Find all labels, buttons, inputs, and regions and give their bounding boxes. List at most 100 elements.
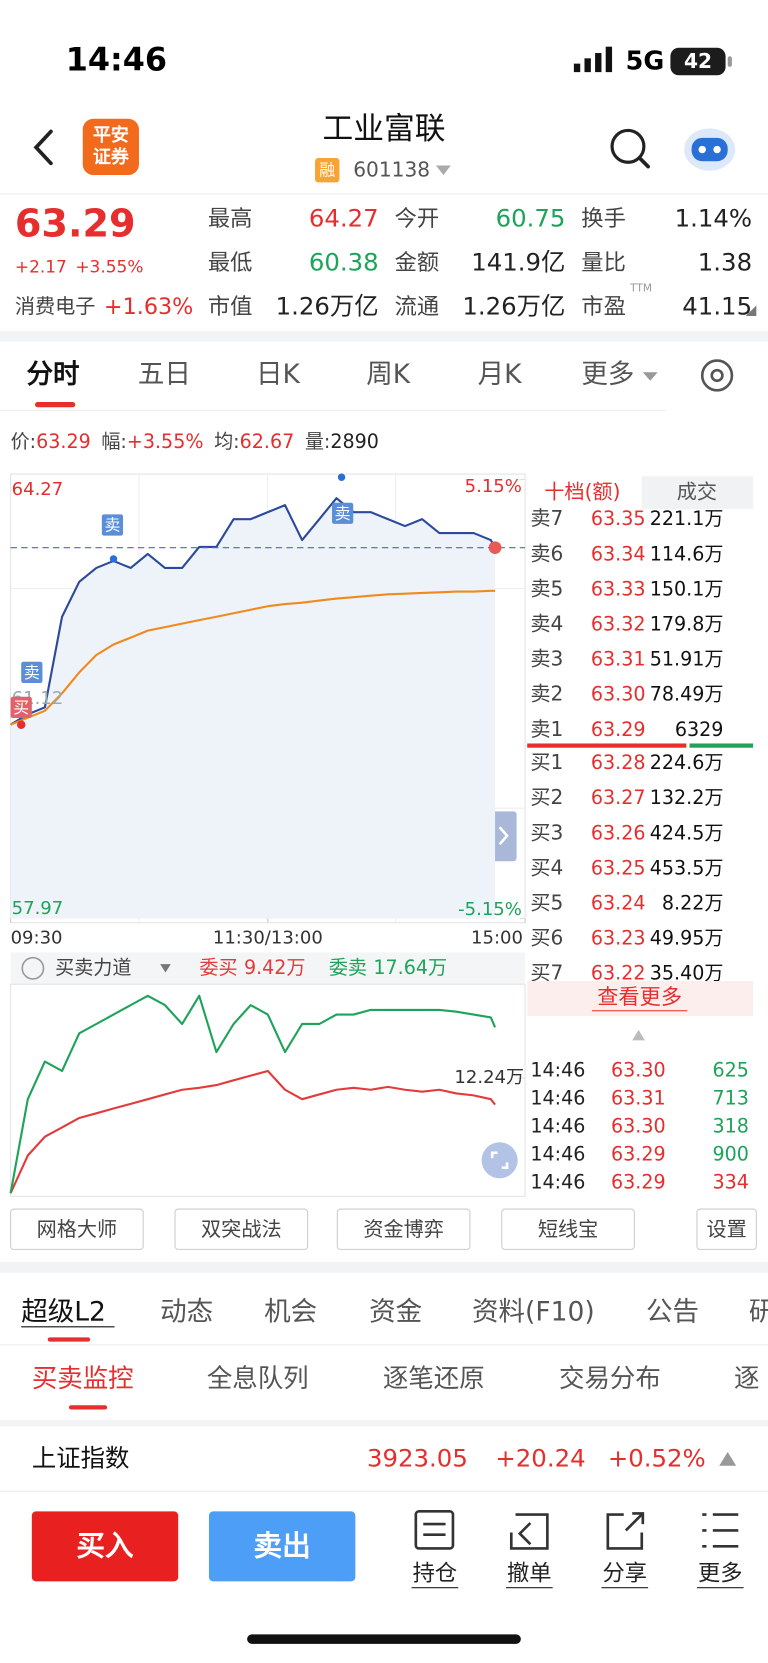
action-label[interactable]: 更多: [698, 1560, 743, 1586]
settings-icon[interactable]: [700, 359, 734, 392]
assistant-icon[interactable]: [684, 128, 736, 171]
level-label: 买2: [530, 785, 563, 809]
battery-level: 42: [684, 49, 712, 73]
sub-tab[interactable]: 逐笔还原: [383, 1364, 485, 1394]
tool-label[interactable]: 资金博弈: [363, 1217, 444, 1241]
annotation: 卖: [104, 516, 120, 535]
signal-bar: [584, 58, 591, 73]
detail-tab[interactable]: 动态: [160, 1297, 213, 1328]
expand-index[interactable]: [719, 1451, 737, 1466]
tool-button[interactable]: [501, 1208, 635, 1250]
sector: 消费电子: [15, 294, 96, 318]
back-button[interactable]: [33, 129, 53, 166]
period-tab[interactable]: 更多: [581, 359, 634, 390]
level-volume: 424.5万: [650, 821, 724, 844]
period-tab[interactable]: 日K: [256, 359, 301, 390]
stat-label: 流通: [395, 294, 440, 320]
series-line: [10, 497, 496, 726]
active-tab-indicator: [68, 1405, 108, 1410]
sell-label[interactable]: 卖出: [254, 1528, 311, 1562]
tool-button[interactable]: [174, 1208, 309, 1250]
sell-button[interactable]: [208, 1511, 356, 1582]
tool-label[interactable]: 短线宝: [538, 1217, 598, 1241]
period-tab[interactable]: 分时: [27, 359, 80, 390]
tool-button[interactable]: [10, 1208, 144, 1250]
indicator-dropdown: [160, 964, 171, 973]
share-icon[interactable]: [606, 1512, 645, 1550]
cancel-icon[interactable]: [509, 1513, 549, 1550]
period-tab[interactable]: 周K: [366, 359, 411, 390]
orderbook-tab[interactable]: [641, 476, 754, 510]
period-tab[interactable]: 五日: [138, 359, 191, 390]
stat-value: 1.26万亿: [462, 292, 565, 321]
more-link[interactable]: 查看更多: [597, 985, 682, 1010]
period-tab[interactable]: 月K: [478, 359, 523, 390]
detail-tab[interactable]: 公告: [646, 1297, 699, 1328]
trade-time: 14:46: [530, 1059, 585, 1082]
series-line: [9, 1069, 496, 1194]
home-indicator: [247, 1634, 521, 1644]
search-icon[interactable]: [610, 128, 646, 164]
expand-side-button[interactable]: [490, 811, 517, 862]
trade-price: 63.31: [611, 1087, 666, 1110]
level-price: 63.32: [591, 613, 646, 636]
stat-label: 金额: [395, 250, 440, 276]
tool-button[interactable]: [696, 1208, 757, 1250]
action-label[interactable]: 持仓: [413, 1560, 458, 1586]
info-label: 价:: [11, 430, 37, 453]
buy-label[interactable]: 买入: [76, 1528, 134, 1562]
level-label: 卖5: [530, 576, 563, 600]
level-label: 卖7: [530, 506, 563, 530]
orderbook-tab-active[interactable]: [527, 476, 642, 510]
logo-text: 证券: [93, 146, 130, 168]
action-label[interactable]: 分享: [603, 1560, 648, 1586]
detail-tab[interactable]: 机会: [264, 1297, 317, 1328]
x-tick-label: 15:00: [471, 928, 523, 949]
change-pct: +3.55%: [75, 257, 143, 277]
tool-label[interactable]: 双突战法: [201, 1217, 282, 1241]
collapse-arrow[interactable]: [632, 1029, 645, 1041]
trade-time: 14:46: [530, 1114, 585, 1137]
stat-label: 换手: [581, 206, 626, 232]
dropdown-arrow[interactable]: [435, 165, 451, 175]
tool-button[interactable]: [336, 1208, 471, 1250]
trade-dot: [337, 473, 346, 481]
annotation: 卖: [24, 663, 40, 682]
fullscreen-button[interactable]: [481, 1142, 518, 1179]
sub-tab[interactable]: 全息队列: [207, 1364, 309, 1394]
level-label: 买4: [530, 855, 563, 879]
stat-value: 64.27: [309, 204, 379, 233]
level-label: 买5: [530, 891, 563, 915]
active-tab-indicator: [35, 401, 76, 408]
info-label: 均:: [214, 430, 240, 453]
sub-tab[interactable]: 逐: [734, 1364, 759, 1394]
orderbook-tab-label[interactable]: 十档(额): [544, 480, 620, 504]
search-icon-handle: [637, 156, 650, 169]
level-price: 63.31: [591, 648, 646, 671]
info-icon[interactable]: [21, 956, 45, 980]
tool-label[interactable]: 设置: [706, 1217, 746, 1241]
separator-band: [0, 1262, 768, 1273]
detail-tab[interactable]: 资料(F10): [472, 1297, 595, 1328]
tool-label[interactable]: 网格大师: [37, 1217, 118, 1241]
margin-tag-text: 融: [319, 160, 335, 179]
sub-tab[interactable]: 买卖监控: [32, 1364, 134, 1394]
index-change-pct: +0.52%: [608, 1443, 706, 1472]
buy-button[interactable]: [31, 1511, 179, 1582]
trade-dot: [109, 555, 118, 563]
sub-tab[interactable]: 交易分布: [559, 1364, 661, 1394]
more-icon[interactable]: [702, 1513, 739, 1548]
orderbook-tab-label[interactable]: 成交: [677, 480, 717, 504]
detail-tab[interactable]: 超级L2: [21, 1297, 106, 1328]
indicator-title[interactable]: 买卖力道: [55, 956, 131, 979]
level-volume: 221.1万: [650, 507, 724, 530]
level-label: 卖6: [530, 541, 563, 565]
detail-tab[interactable]: 资金: [369, 1297, 422, 1328]
battery-tip: [727, 56, 732, 67]
legend-value: 9.42万: [244, 956, 306, 979]
action-label[interactable]: 撤单: [507, 1560, 552, 1586]
detail-tab[interactable]: 研: [749, 1297, 768, 1328]
change: +2.17: [15, 257, 67, 277]
holdings-icon[interactable]: [414, 1510, 455, 1550]
